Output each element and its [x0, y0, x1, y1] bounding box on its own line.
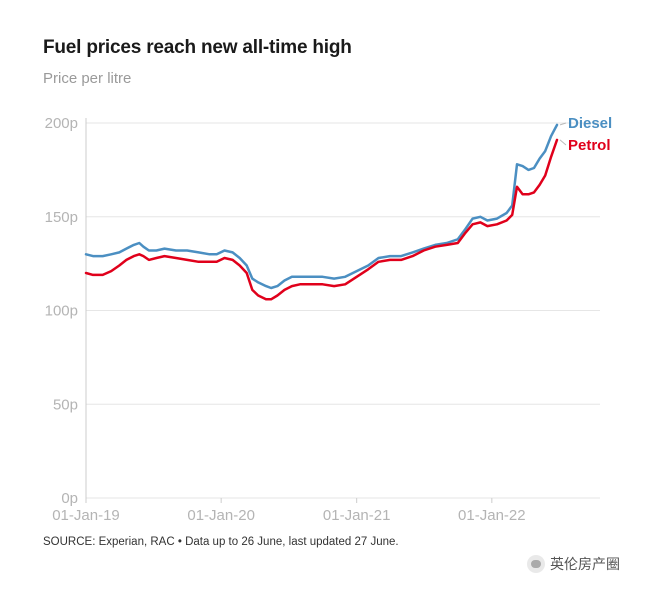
legend-label-petrol: Petrol [568, 137, 611, 154]
x-tick-label: 01-Jan-20 [187, 507, 255, 524]
x-tick-label: 01-Jan-19 [52, 507, 120, 524]
chart-subtitle: Price per litre [43, 70, 132, 87]
source-note: SOURCE: Experian, RAC • Data up to 26 Ju… [43, 536, 399, 548]
x-tick-label: 01-Jan-22 [458, 507, 526, 524]
y-tick-label: 200p [45, 115, 78, 132]
watermark-text: 英伦房产圈 [550, 556, 620, 572]
y-tick-label: 0p [61, 490, 78, 507]
series-line-petrol [84, 138, 559, 301]
legend-leader-petrol [559, 139, 567, 146]
series-line-diesel [84, 123, 559, 290]
wechat-icon [527, 555, 545, 573]
legend-label-diesel: Diesel [568, 115, 612, 132]
chart-title: Fuel prices reach new all-time high [43, 37, 352, 58]
y-tick-label: 150p [45, 209, 78, 226]
legend-leader-diesel [559, 122, 567, 126]
x-tick-label: 01-Jan-21 [323, 507, 391, 524]
y-tick-label: 50p [53, 396, 78, 413]
y-tick-label: 100p [45, 303, 78, 320]
watermark: 英伦房产圈 [527, 554, 620, 574]
